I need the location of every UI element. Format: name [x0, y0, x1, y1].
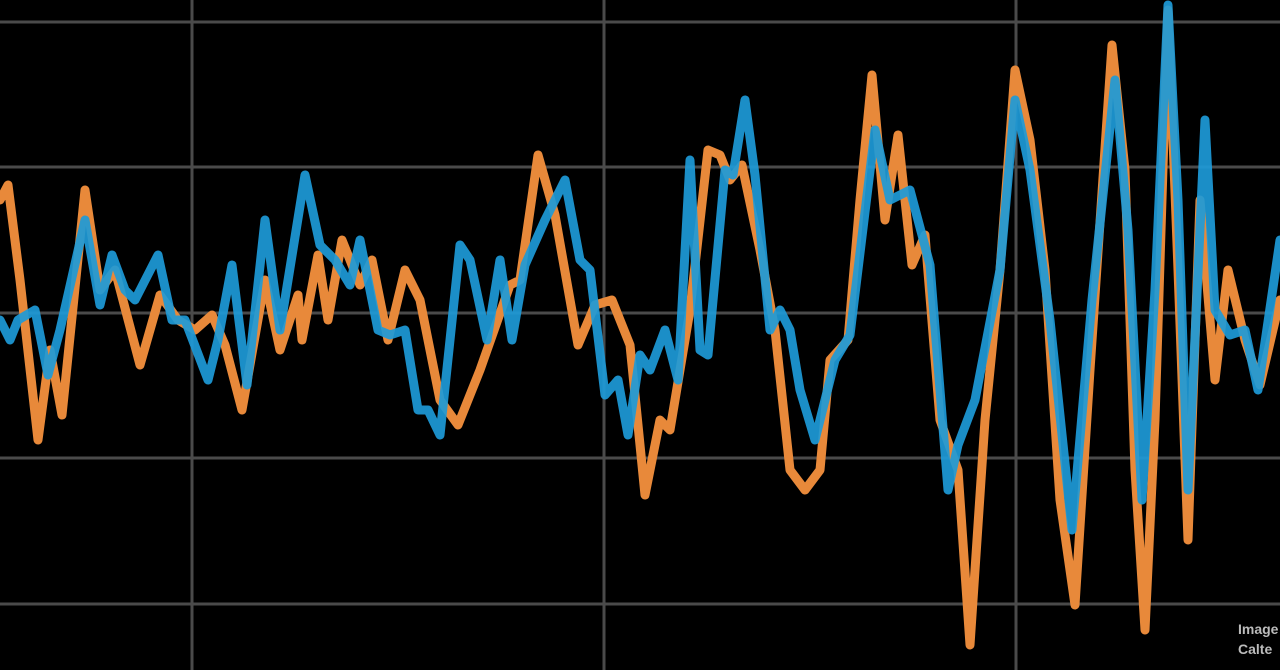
lines	[0, 0, 1280, 650]
signal-line	[0, 0, 1280, 535]
credit: Calte	[1238, 641, 1272, 657]
credit: Image	[1238, 621, 1279, 637]
